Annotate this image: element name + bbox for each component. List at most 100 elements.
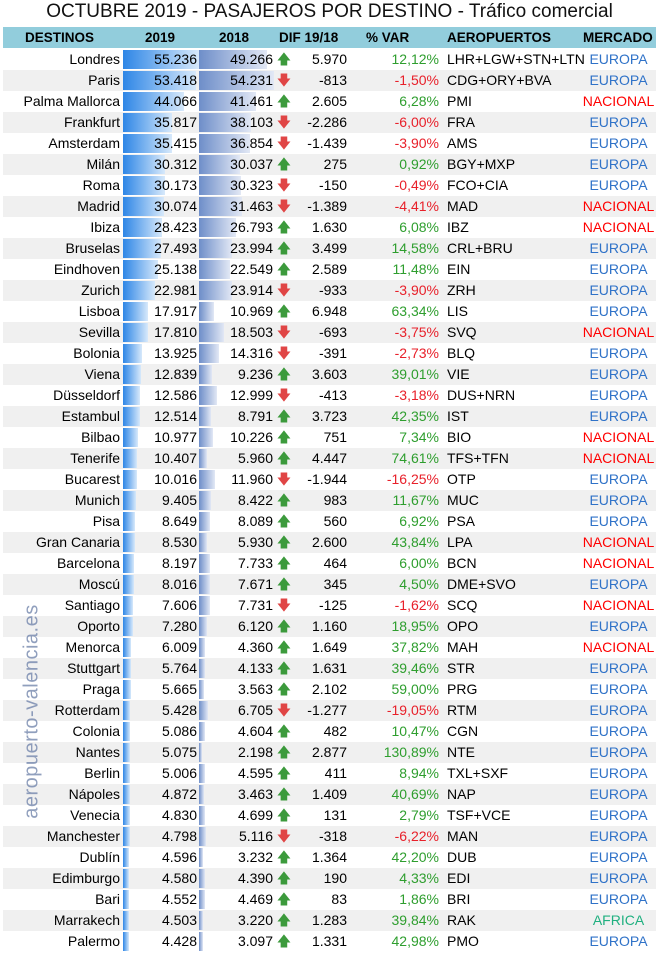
value-2018: 30.323 <box>199 175 275 196</box>
destination: Dublín <box>79 849 120 865</box>
difference: 4.447 <box>311 450 347 466</box>
data-bar-2018 <box>199 848 203 867</box>
value-2018: 23.994 <box>199 238 275 259</box>
data-bar-2019 <box>123 617 133 636</box>
arrow-down-icon: 🡇 <box>276 345 292 361</box>
value-2019: 55.236 <box>123 49 199 70</box>
table-row: Gran Canaria 8.530 5.930 🡅 2.600 43,84% … <box>3 532 656 553</box>
value-2018: 22.549 <box>199 259 275 280</box>
header-mercado: MERCADO <box>583 30 653 45</box>
destination: Santiago <box>64 597 120 613</box>
percent-variation: 12,12% <box>391 51 439 67</box>
value-2018: 7.671 <box>199 574 275 595</box>
arrow-up-icon: 🡅 <box>276 366 292 382</box>
data-bar-2018 <box>199 491 211 510</box>
data-bar-2019 <box>123 260 158 279</box>
value-2018: 3.463 <box>199 784 275 805</box>
table-row: Frankfurt 35.817 38.103 🡇 -2.286 -6,00% … <box>3 112 656 133</box>
destination: Edimburgo <box>52 870 120 886</box>
percent-variation: 0,92% <box>399 156 439 172</box>
data-bar-2018 <box>199 239 232 258</box>
value-2018: 4.390 <box>199 868 275 889</box>
value-2019: 8.016 <box>123 574 199 595</box>
difference: 2.877 <box>311 744 347 760</box>
percent-variation: -1,62% <box>394 597 439 613</box>
value-2019: 12.514 <box>123 406 199 427</box>
difference: -2.286 <box>307 114 347 130</box>
data-bar-2018 <box>199 554 210 573</box>
destination: Gran Canaria <box>35 534 120 550</box>
market: NACIONAL <box>582 198 655 214</box>
airports: NAP <box>447 786 476 802</box>
percent-variation: 130,89% <box>383 744 439 760</box>
value-2019: 8.197 <box>123 553 199 574</box>
destination: Munich <box>74 492 120 508</box>
airports: BRI <box>447 891 471 907</box>
arrow-down-icon: 🡇 <box>276 72 292 88</box>
data-bar-2018 <box>199 659 205 678</box>
data-bar-2018 <box>199 407 211 426</box>
market: EUROPA <box>589 723 648 739</box>
data-bar-2019 <box>123 869 129 888</box>
value-2019: 5.764 <box>123 658 199 679</box>
table-row: Bucarest 10.016 11.960 🡇 -1.944 -16,25% … <box>3 469 656 490</box>
value-2018: 3.563 <box>199 679 275 700</box>
airports: STR <box>447 660 475 676</box>
market: NACIONAL <box>582 219 655 235</box>
table-row: Marrakech 4.503 3.220 🡅 1.283 39,84% RAK… <box>3 910 656 931</box>
percent-variation: 7,34% <box>399 429 439 445</box>
difference: 5.970 <box>311 51 347 67</box>
market: NACIONAL <box>582 324 655 340</box>
data-bar-2018 <box>199 533 207 552</box>
data-bar-2018 <box>199 743 202 762</box>
destination: Bilbao <box>81 429 120 445</box>
difference: 751 <box>323 429 347 445</box>
value-2018: 23.914 <box>199 280 275 301</box>
data-bar-2018 <box>199 449 207 468</box>
data-bar-2018 <box>199 722 205 741</box>
data-bar-2019 <box>123 554 134 573</box>
table-row: Edimburgo 4.580 4.390 🡅 190 4,33% EDI EU… <box>3 868 656 889</box>
table-row: Bilbao 10.977 10.226 🡅 751 7,34% BIO NAC… <box>3 427 656 448</box>
value-2018: 9.236 <box>199 364 275 385</box>
destination: Menorca <box>65 639 120 655</box>
value-2018: 49.266 <box>199 49 275 70</box>
data-bar-2019 <box>123 113 172 132</box>
airports: CGN <box>447 723 479 739</box>
percent-variation: 42,20% <box>391 849 439 865</box>
data-bar-2019 <box>123 848 129 867</box>
airports: OPO <box>447 618 479 634</box>
airports: BLQ <box>447 345 476 361</box>
market: EUROPA <box>589 471 648 487</box>
table-row: Santiago 7.606 7.731 🡇 -125 -1,62% SCQ N… <box>3 595 656 616</box>
market: NACIONAL <box>582 597 655 613</box>
destination: Moscú <box>78 576 120 592</box>
data-bar-2019 <box>123 134 172 153</box>
percent-variation: 11,48% <box>392 261 439 277</box>
value-2018: 18.503 <box>199 322 275 343</box>
airports: TXL+SXF <box>447 765 509 781</box>
data-bar-2019 <box>123 470 137 489</box>
percent-variation: -6,22% <box>394 828 439 844</box>
difference: 464 <box>323 555 347 571</box>
percent-variation: 6,08% <box>399 219 439 235</box>
data-bar-2018 <box>199 617 207 636</box>
data-bar-2019 <box>123 932 129 951</box>
table-row: Amsterdam 35.415 36.854 🡇 -1.439 -3,90% … <box>3 133 656 154</box>
data-bar-2018 <box>199 512 210 531</box>
value-2018: 4.469 <box>199 889 275 910</box>
airports: TSF+VCE <box>447 807 511 823</box>
value-2018: 6.705 <box>199 700 275 721</box>
difference: -150 <box>318 177 347 193</box>
table-row: Zurich 22.981 23.914 🡇 -933 -3,90% ZRH E… <box>3 280 656 301</box>
destination: Bruselas <box>65 240 120 256</box>
percent-variation: -3,18% <box>394 387 439 403</box>
difference: -1.389 <box>307 198 347 214</box>
data-bar-2019 <box>123 890 129 909</box>
arrow-up-icon: 🡅 <box>276 912 292 928</box>
data-bar-2019 <box>123 386 140 405</box>
arrow-up-icon: 🡅 <box>276 240 292 256</box>
value-2019: 4.830 <box>123 805 199 826</box>
market: EUROPA <box>589 303 648 319</box>
arrow-up-icon: 🡅 <box>276 513 292 529</box>
